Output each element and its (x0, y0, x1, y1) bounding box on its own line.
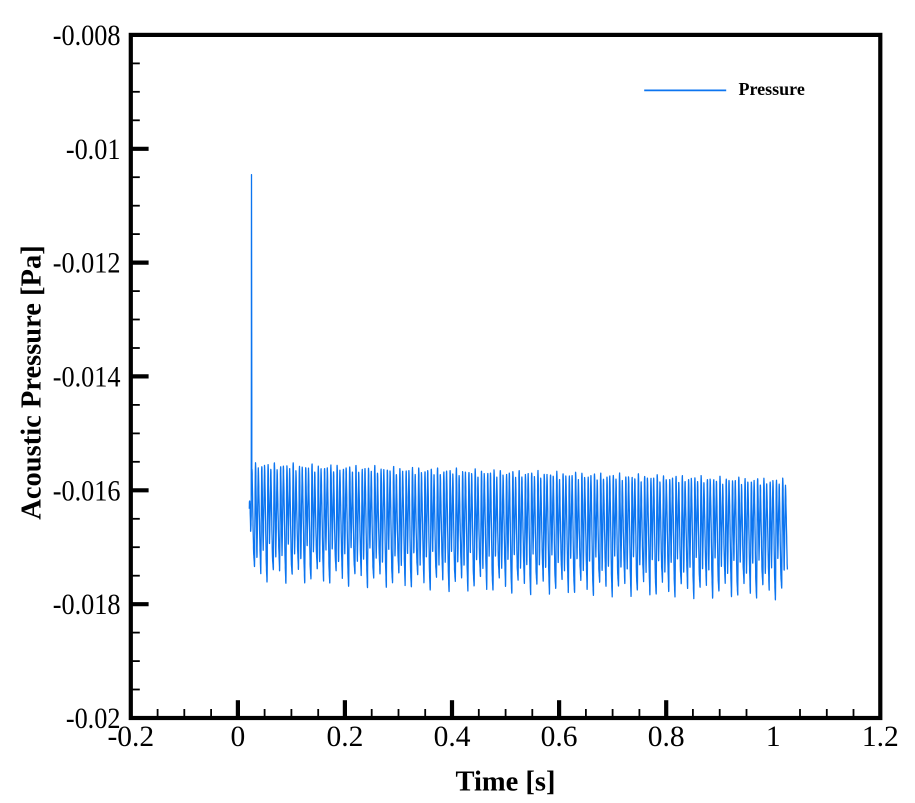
svg-text:-0.008: -0.008 (53, 20, 121, 53)
svg-text:Pressure: Pressure (739, 79, 805, 99)
svg-text:1.2: 1.2 (862, 721, 899, 753)
svg-text:0: 0 (231, 721, 246, 753)
svg-text:-0.02: -0.02 (66, 703, 121, 736)
svg-text:1: 1 (766, 721, 781, 753)
svg-text:Acoustic Pressure [Pa]: Acoustic Pressure [Pa] (17, 245, 48, 519)
svg-text:-0.01: -0.01 (66, 133, 121, 166)
svg-text:-0.014: -0.014 (53, 361, 121, 394)
svg-text:0.2: 0.2 (326, 721, 363, 753)
svg-text:0.6: 0.6 (541, 721, 578, 753)
svg-text:-0.012: -0.012 (53, 247, 121, 280)
svg-text:Time [s]: Time [s] (455, 767, 555, 798)
svg-text:-0.016: -0.016 (53, 475, 121, 508)
svg-text:0.4: 0.4 (434, 721, 471, 753)
svg-text:0.8: 0.8 (648, 721, 685, 753)
svg-text:-0.018: -0.018 (53, 589, 121, 622)
svg-text:-0.2: -0.2 (107, 721, 154, 753)
